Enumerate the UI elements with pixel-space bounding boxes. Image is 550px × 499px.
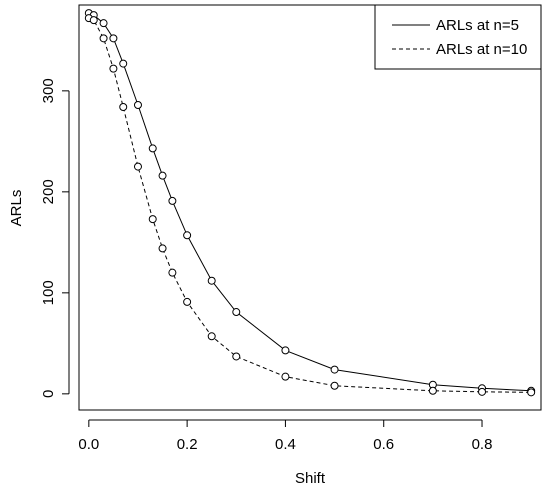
data-point-n10	[133, 162, 142, 171]
data-point-n10	[168, 268, 177, 277]
y-tick-label: 200	[40, 179, 57, 204]
legend-box	[374, 4, 542, 70]
data-point-n10	[119, 103, 128, 112]
data-point-n5	[109, 34, 118, 43]
series-layer	[84, 9, 536, 397]
plot-frame	[78, 4, 542, 411]
data-point-n10	[281, 372, 290, 381]
legend: ARLs at n=5 ARLs at n=10	[374, 4, 542, 70]
data-point-n10	[428, 386, 437, 395]
data-point-n5	[281, 346, 290, 355]
data-point-n5	[207, 276, 216, 285]
data-point-n10	[232, 352, 241, 361]
legend-label-n5: ARLs at n=5	[436, 17, 519, 34]
data-point-n5	[148, 144, 157, 153]
data-point-n10	[183, 297, 192, 306]
data-point-n10	[148, 215, 157, 224]
data-point-n5	[183, 231, 192, 240]
series-line-n5	[88, 12, 532, 392]
data-point-n10	[89, 16, 98, 25]
data-point-n5	[232, 308, 241, 317]
data-point-n5	[168, 196, 177, 205]
x-tick-label: 0.6	[373, 436, 394, 453]
x-tick-label: 0.2	[177, 436, 198, 453]
data-point-n5	[330, 365, 339, 374]
series-line-n10	[88, 17, 532, 393]
y-tick-label: 100	[40, 280, 57, 305]
x-axis: 0.0 0.2 0.4 0.6 0.8	[78, 419, 493, 453]
y-tick-label: 300	[40, 78, 57, 103]
data-point-n10	[330, 381, 339, 390]
x-tick-label: 0.8	[472, 436, 493, 453]
data-point-n5	[158, 171, 167, 180]
data-point-n10	[99, 34, 108, 43]
y-tick-label: 0	[40, 390, 57, 398]
data-point-n10	[478, 387, 487, 396]
x-tick-label: 0.0	[78, 436, 99, 453]
data-point-n10	[109, 64, 118, 73]
legend-label-n10: ARLs at n=10	[436, 41, 527, 58]
data-point-n5	[99, 19, 108, 28]
data-point-n10	[207, 332, 216, 341]
y-axis-title: ARLs	[8, 190, 25, 227]
x-axis-title: Shift	[295, 470, 326, 487]
data-point-n10	[158, 244, 167, 253]
y-axis: 0 100 200 300	[40, 78, 70, 398]
data-point-n5	[119, 59, 128, 68]
data-point-n5	[133, 100, 142, 109]
x-tick-label: 0.4	[275, 436, 296, 453]
data-point-n10	[527, 388, 536, 397]
